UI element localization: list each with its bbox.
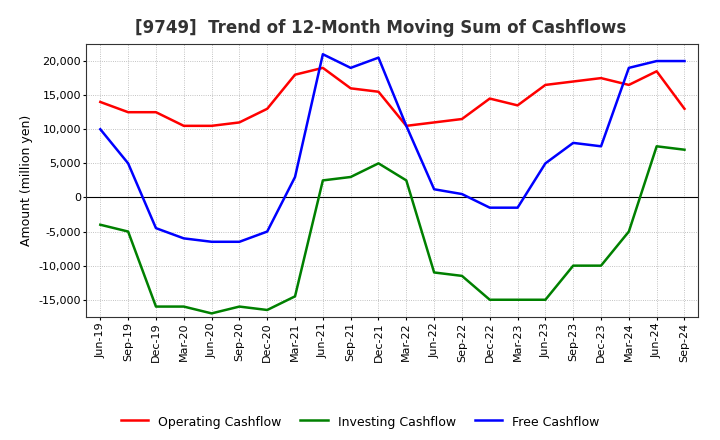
Operating Cashflow: [485, 96, 494, 101]
Free Cashflow: [458, 191, 467, 197]
Free Cashflow: [96, 127, 104, 132]
Free Cashflow: [485, 205, 494, 210]
Investing Cashflow: [346, 174, 355, 180]
Operating Cashflow: [96, 99, 104, 105]
Operating Cashflow: [458, 116, 467, 121]
Free Cashflow: [374, 55, 383, 60]
Operating Cashflow: [124, 110, 132, 115]
Operating Cashflow: [374, 89, 383, 94]
Operating Cashflow: [263, 106, 271, 111]
Investing Cashflow: [541, 297, 550, 302]
Investing Cashflow: [179, 304, 188, 309]
Investing Cashflow: [152, 304, 161, 309]
Free Cashflow: [569, 140, 577, 146]
Investing Cashflow: [263, 307, 271, 312]
Free Cashflow: [207, 239, 216, 244]
Investing Cashflow: [624, 229, 633, 234]
Investing Cashflow: [207, 311, 216, 316]
Free Cashflow: [152, 225, 161, 231]
Investing Cashflow: [680, 147, 689, 152]
Free Cashflow: [124, 161, 132, 166]
Operating Cashflow: [179, 123, 188, 128]
Operating Cashflow: [152, 110, 161, 115]
Investing Cashflow: [235, 304, 243, 309]
Operating Cashflow: [207, 123, 216, 128]
Operating Cashflow: [569, 79, 577, 84]
Operating Cashflow: [235, 120, 243, 125]
Legend: Operating Cashflow, Investing Cashflow, Free Cashflow: Operating Cashflow, Investing Cashflow, …: [116, 410, 604, 434]
Free Cashflow: [291, 174, 300, 180]
Line: Investing Cashflow: Investing Cashflow: [100, 146, 685, 313]
Text: [9749]  Trend of 12-Month Moving Sum of Cashflows: [9749] Trend of 12-Month Moving Sum of C…: [135, 19, 626, 37]
Investing Cashflow: [402, 178, 410, 183]
Operating Cashflow: [402, 123, 410, 128]
Free Cashflow: [597, 143, 606, 149]
Free Cashflow: [430, 187, 438, 192]
Operating Cashflow: [652, 69, 661, 74]
Operating Cashflow: [513, 103, 522, 108]
Operating Cashflow: [291, 72, 300, 77]
Investing Cashflow: [652, 143, 661, 149]
Free Cashflow: [235, 239, 243, 244]
Investing Cashflow: [485, 297, 494, 302]
Free Cashflow: [346, 65, 355, 70]
Free Cashflow: [624, 65, 633, 70]
Free Cashflow: [652, 59, 661, 64]
Operating Cashflow: [318, 65, 327, 70]
Operating Cashflow: [680, 106, 689, 111]
Investing Cashflow: [513, 297, 522, 302]
Line: Operating Cashflow: Operating Cashflow: [100, 68, 685, 126]
Investing Cashflow: [291, 294, 300, 299]
Free Cashflow: [318, 51, 327, 57]
Investing Cashflow: [318, 178, 327, 183]
Investing Cashflow: [124, 229, 132, 234]
Operating Cashflow: [346, 86, 355, 91]
Line: Free Cashflow: Free Cashflow: [100, 54, 685, 242]
Free Cashflow: [541, 161, 550, 166]
Investing Cashflow: [96, 222, 104, 227]
Free Cashflow: [263, 229, 271, 234]
Investing Cashflow: [374, 161, 383, 166]
Operating Cashflow: [624, 82, 633, 88]
Investing Cashflow: [597, 263, 606, 268]
Free Cashflow: [513, 205, 522, 210]
Operating Cashflow: [430, 120, 438, 125]
Operating Cashflow: [541, 82, 550, 88]
Free Cashflow: [402, 123, 410, 128]
Investing Cashflow: [569, 263, 577, 268]
Investing Cashflow: [430, 270, 438, 275]
Free Cashflow: [179, 236, 188, 241]
Free Cashflow: [680, 59, 689, 64]
Investing Cashflow: [458, 273, 467, 279]
Operating Cashflow: [597, 76, 606, 81]
Y-axis label: Amount (million yen): Amount (million yen): [19, 115, 33, 246]
